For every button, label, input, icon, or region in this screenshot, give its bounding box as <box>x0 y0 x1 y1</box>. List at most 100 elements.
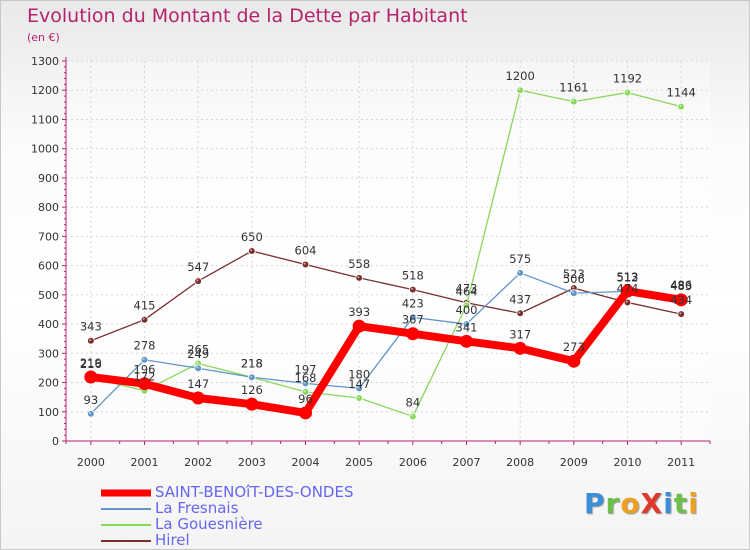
x-tick-label: 2010 <box>614 456 642 469</box>
series-point-1 <box>301 379 310 388</box>
data-label-2: 216 <box>80 357 102 371</box>
series-point-0 <box>674 293 688 307</box>
data-label-0: 196 <box>134 363 156 377</box>
series-point-1 <box>516 269 524 277</box>
data-label-1: 180 <box>348 367 370 381</box>
series-point-0 <box>513 341 527 355</box>
data-label-3: 343 <box>80 320 102 334</box>
series-point-1 <box>194 364 202 373</box>
legend-label-la-fresnais: La Fresnais <box>155 499 239 517</box>
data-label-1: 575 <box>509 252 531 266</box>
series-point-highlight <box>303 390 306 393</box>
data-label-1: 93 <box>84 393 99 407</box>
data-label-0: 393 <box>348 305 370 319</box>
series-point-highlight <box>196 279 199 282</box>
y-tick-label: 1000 <box>31 143 59 156</box>
data-label-2: 168 <box>295 371 317 385</box>
legend-label-la-gouesniere: La Gouesnière <box>155 515 263 533</box>
data-label-0: 126 <box>241 383 263 397</box>
data-label-1: 506 <box>563 272 585 286</box>
plot-area <box>66 61 710 441</box>
data-label-3: 558 <box>348 257 370 271</box>
data-label-0: 96 <box>298 392 313 406</box>
logo-letter: i <box>688 487 699 520</box>
data-label-1: 197 <box>295 362 317 376</box>
series-point-0 <box>191 391 205 405</box>
series-point-highlight <box>89 412 92 415</box>
x-tick-label: 2003 <box>238 456 266 469</box>
series-point-3 <box>140 315 149 324</box>
series-point-highlight <box>196 366 199 369</box>
x-tick-label: 2001 <box>131 456 159 469</box>
series-point-3 <box>409 285 417 294</box>
data-label-0: 219 <box>80 356 102 370</box>
series-point-highlight <box>411 315 414 318</box>
legend-swatch-la-gouesniere <box>101 524 151 526</box>
y-tick-label: 700 <box>38 230 59 243</box>
x-tick-label: 2011 <box>667 456 695 469</box>
x-tick-label: 2004 <box>292 456 320 469</box>
data-label-3: 518 <box>402 269 424 283</box>
logo-letter: r <box>605 487 621 520</box>
y-tick-label: 600 <box>38 260 59 273</box>
series-point-2 <box>570 97 578 106</box>
series-point-highlight <box>357 396 360 399</box>
series-point-3 <box>623 298 632 307</box>
legend-swatch-saint-benoit <box>101 489 151 497</box>
series-point-1 <box>355 384 363 393</box>
data-label-3: 434 <box>670 293 692 307</box>
x-tick-label: 2008 <box>506 456 534 469</box>
x-tick-label: 2000 <box>77 456 105 469</box>
series-point-highlight <box>142 357 145 360</box>
series-point-highlight <box>518 271 521 274</box>
series-point-highlight <box>625 300 628 303</box>
series-point-2 <box>462 301 471 310</box>
series-point-2 <box>623 88 632 97</box>
data-label-1: 218 <box>241 356 263 370</box>
series-point-highlight <box>250 375 253 378</box>
series-point-highlight <box>679 104 682 107</box>
x-tick-label: 2005 <box>345 456 373 469</box>
y-tick-label: 500 <box>38 289 59 302</box>
series-point-0 <box>245 397 259 411</box>
data-label-2: 218 <box>241 356 263 370</box>
series-point-highlight <box>518 311 521 314</box>
series-point-highlight <box>572 99 575 102</box>
series-point-highlight <box>625 90 628 93</box>
data-label-0: 483 <box>670 279 692 293</box>
series-point-3 <box>677 310 685 318</box>
series-point-highlight <box>142 317 145 320</box>
logo-letter: o <box>620 487 641 520</box>
series-point-2 <box>677 102 685 111</box>
series-point-0 <box>406 327 420 341</box>
data-label-3: 415 <box>134 299 156 313</box>
y-tick-label: 200 <box>38 377 59 390</box>
data-label-2: 147 <box>348 377 370 391</box>
series-point-1 <box>462 320 471 328</box>
y-tick-label: 900 <box>38 172 59 185</box>
series-line-1 <box>90 272 682 415</box>
data-label-1: 486 <box>670 278 692 292</box>
legend-swatch-hirel <box>101 540 151 542</box>
legend-label-hirel: Hirel <box>155 531 190 549</box>
data-label-3: 604 <box>295 243 317 257</box>
series-point-3 <box>355 274 363 282</box>
series-point-3 <box>301 260 310 269</box>
series-point-0 <box>460 334 473 348</box>
series-point-highlight <box>196 361 199 364</box>
series-point-highlight <box>572 286 575 289</box>
data-label-2: 464 <box>456 284 478 298</box>
series-point-3 <box>87 336 95 345</box>
data-label-3: 523 <box>563 267 585 281</box>
series-point-0 <box>84 370 98 384</box>
series-point-highlight <box>250 249 253 252</box>
y-tick-label: 100 <box>38 406 59 419</box>
series-point-3 <box>248 247 256 255</box>
series-point-1 <box>570 289 578 297</box>
series-point-1 <box>87 410 95 418</box>
data-label-3: 474 <box>617 281 639 295</box>
y-tick-label: 800 <box>38 201 59 214</box>
data-label-2: 1161 <box>559 81 588 95</box>
series-point-1 <box>248 373 256 382</box>
